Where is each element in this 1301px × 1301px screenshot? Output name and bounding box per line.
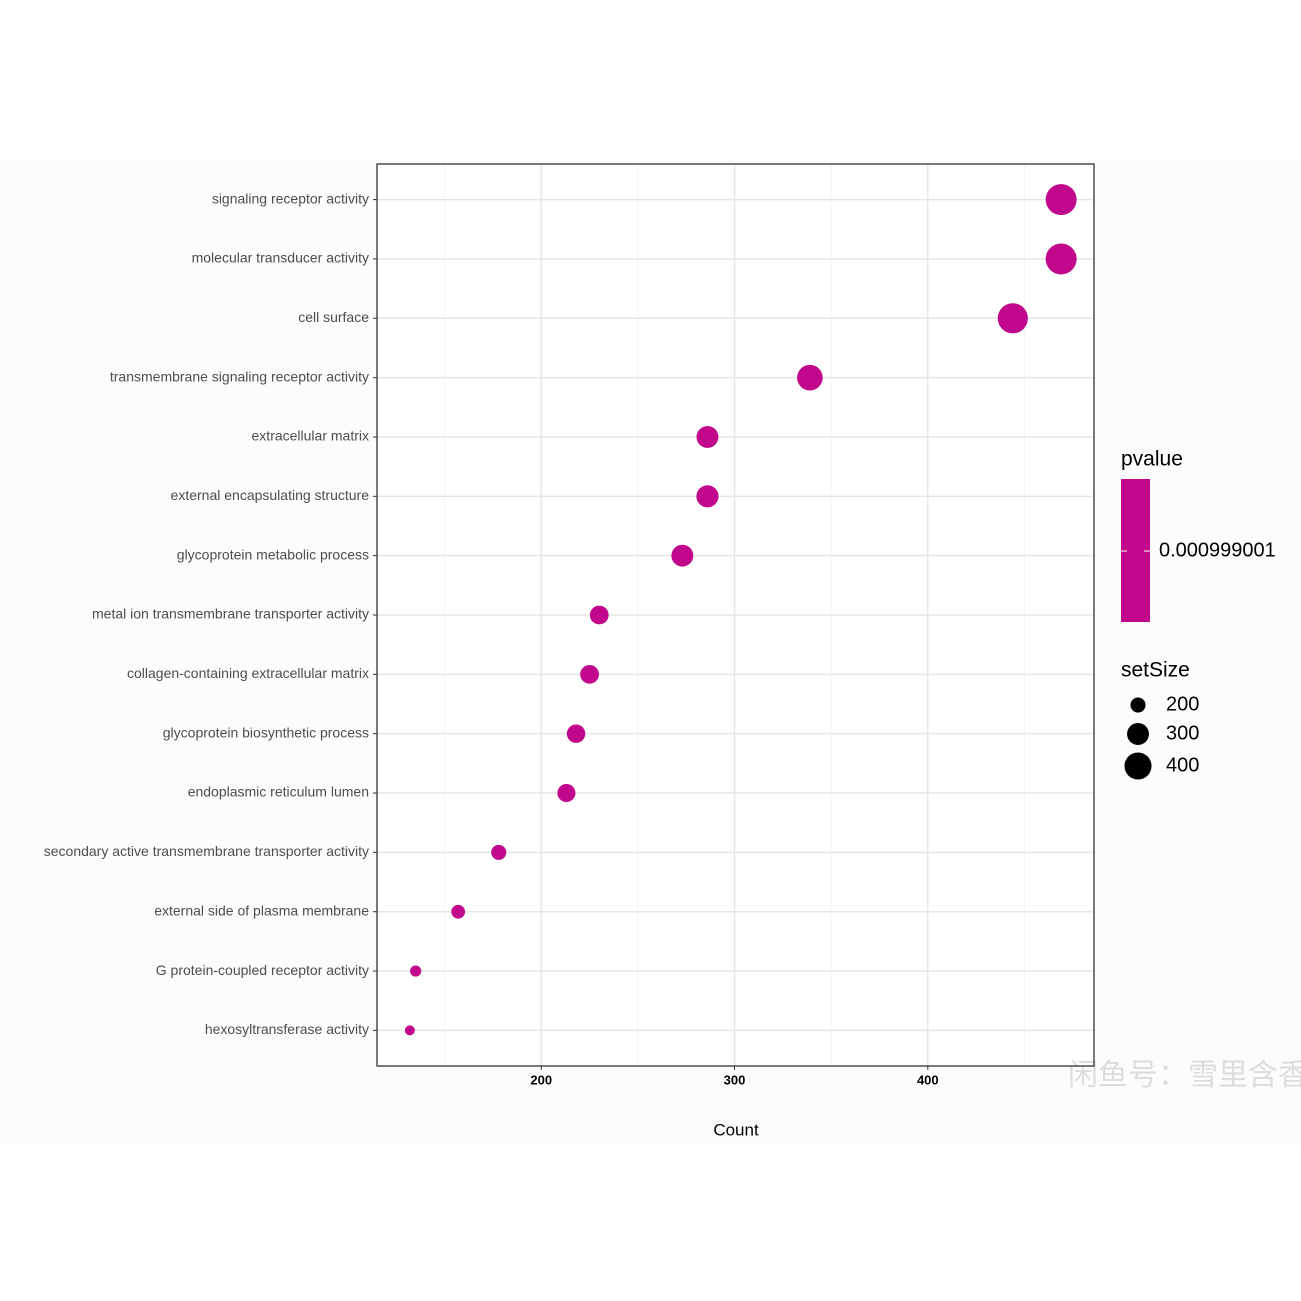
dot: [557, 783, 576, 803]
y-tick-label: transmembrane signaling receptor activit…: [110, 368, 369, 384]
y-tick-label: external side of plasma membrane: [154, 902, 369, 918]
dot: [671, 544, 694, 567]
y-tick-label: secondary active transmembrane transport…: [44, 843, 369, 859]
y-tick-label: G protein-coupled receptor activity: [156, 962, 369, 978]
legend-label: 200: [1166, 693, 1199, 715]
dot: [410, 965, 422, 977]
y-tick-label: signaling receptor activity: [212, 190, 369, 206]
y-tick-label: metal ion transmembrane transporter acti…: [92, 606, 369, 622]
legend-label: 0.000999001: [1159, 539, 1276, 561]
dot: [997, 303, 1028, 334]
legend-dot: [1124, 752, 1152, 780]
y-tick-label: endoplasmic reticulum lumen: [188, 784, 369, 800]
dot: [580, 664, 599, 684]
y-tick-label: glycoprotein metabolic process: [177, 546, 369, 562]
dot: [451, 904, 466, 919]
dot: [1045, 243, 1077, 275]
dot: [797, 364, 823, 391]
y-tick-label: glycoprotein biosynthetic process: [163, 724, 369, 740]
x-tick-label: 400: [917, 1072, 939, 1087]
dot: [404, 1025, 415, 1036]
dot: [491, 844, 507, 860]
legend-label: 300: [1166, 722, 1199, 744]
y-tick-label: extracellular matrix: [252, 428, 369, 444]
y-tick-label: hexosyltransferase activity: [205, 1021, 369, 1037]
legend-dot: [1127, 723, 1149, 745]
legend-title: pvalue: [1121, 448, 1183, 471]
dot: [1045, 184, 1077, 216]
y-tick-label: molecular transducer activity: [192, 250, 369, 266]
x-axis-label: Count: [713, 1120, 759, 1139]
watermark: 闲鱼号：雪里含香: [1068, 1059, 1301, 1092]
legend-label: 400: [1166, 754, 1199, 776]
dot: [566, 724, 586, 743]
dot: [696, 485, 719, 508]
y-tick-label: collagen-containing extracellular matrix: [127, 665, 369, 681]
dot: [589, 605, 609, 625]
y-tick-label: cell surface: [298, 309, 369, 325]
x-tick-label: 200: [530, 1072, 552, 1087]
legend-dot: [1130, 697, 1146, 713]
y-tick-label: external encapsulating structure: [171, 487, 370, 503]
legend-title: setSize: [1121, 659, 1190, 682]
dot: [696, 426, 719, 448]
x-tick-label: 300: [724, 1072, 746, 1087]
